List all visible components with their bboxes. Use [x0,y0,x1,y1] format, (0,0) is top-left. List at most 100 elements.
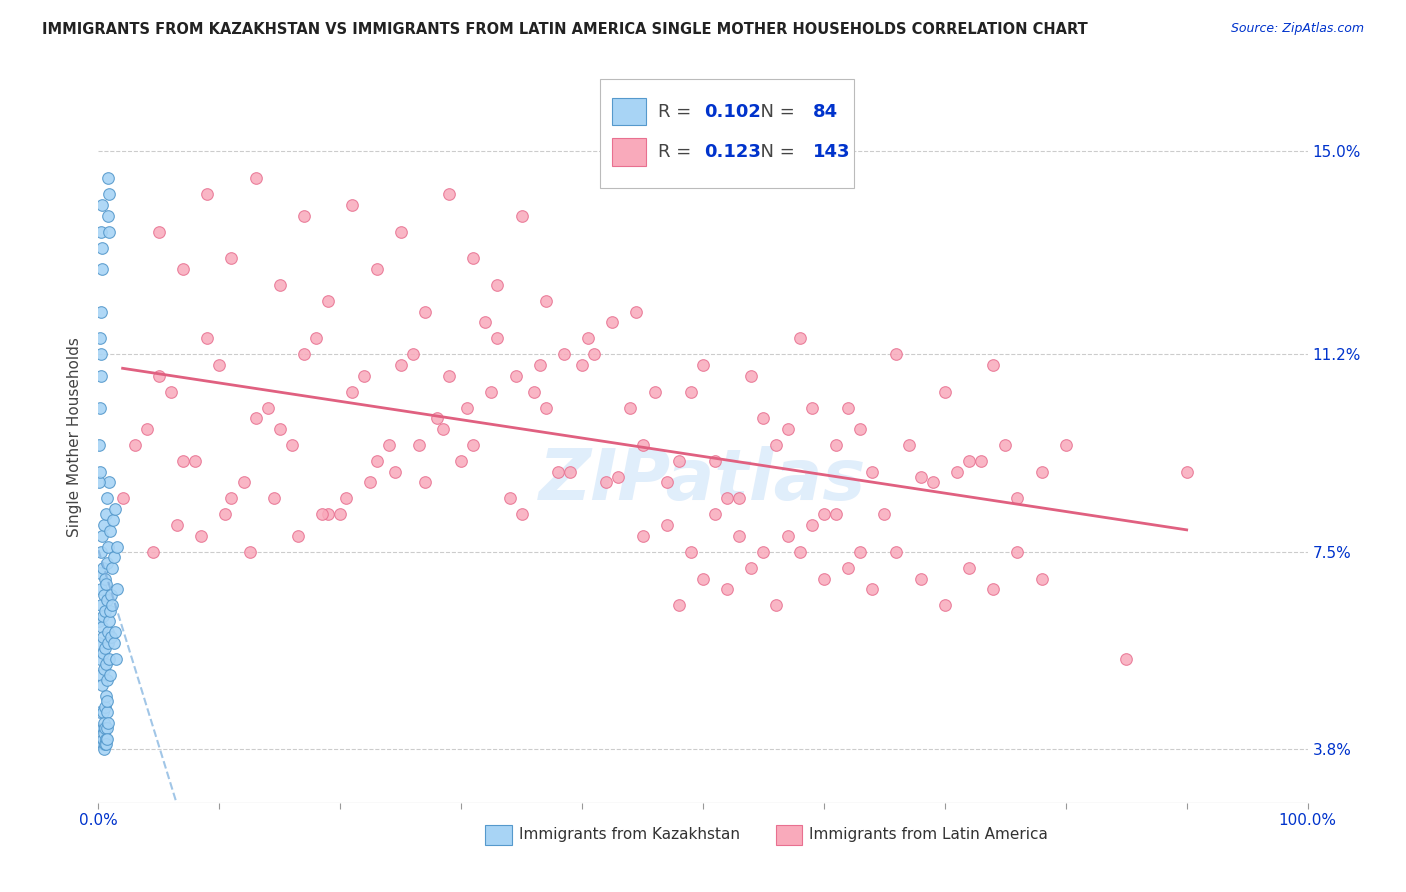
Point [752,411,775,425]
Text: IMMIGRANTS FROM KAZAKHSTAN VS IMMIGRANTS FROM LATIN AMERICA SINGLE MOTHER HOUSEH: IMMIGRANTS FROM KAZAKHSTAN VS IMMIGRANTS… [42,22,1088,37]
Text: Source: ZipAtlas.com: Source: ZipAtlas.com [1230,22,1364,36]
Point [692,572,714,586]
Point [668,599,690,613]
Point [96,721,118,735]
Point [90,261,112,276]
Point [93,646,115,660]
Point [957,561,980,575]
Point [389,225,412,239]
Text: 84: 84 [813,103,838,120]
Point [825,508,848,522]
Point [91,737,114,751]
Point [160,384,183,399]
Point [100,588,122,602]
Point [93,742,115,756]
Point [946,465,969,479]
Point [432,422,454,436]
Point [96,491,118,506]
Point [104,624,127,639]
Point [1031,465,1053,479]
Text: ZIPatlas: ZIPatlas [540,447,866,516]
Point [595,475,617,490]
Point [329,508,352,522]
Point [813,572,835,586]
Point [547,465,569,479]
Text: 143: 143 [813,143,851,161]
Bar [613,98,647,126]
Point [342,198,364,212]
Point [311,508,333,522]
Point [90,347,112,361]
Point [1007,491,1029,506]
Point [897,438,920,452]
Point [245,411,267,425]
Point [800,401,823,415]
Point [305,331,328,345]
Point [101,599,124,613]
Point [389,358,412,372]
Point [644,384,666,399]
Point [184,454,207,468]
Point [1007,545,1029,559]
Point [353,368,375,383]
Point [292,347,315,361]
Point [89,651,111,665]
Point [94,731,117,746]
Point [486,277,509,292]
Point [837,561,859,575]
Point [100,561,122,575]
Point [96,593,118,607]
Point [93,737,115,751]
Point [474,315,496,329]
Point [1115,651,1137,665]
Point [426,411,449,425]
Point [98,524,121,538]
Point [90,667,112,681]
Point [90,678,112,692]
Point [208,358,231,372]
Point [89,401,111,415]
Point [619,401,641,415]
Point [104,651,127,665]
Point [89,475,111,490]
Point [96,731,118,746]
Text: 0.102: 0.102 [704,103,761,120]
Point [214,508,236,522]
Point [377,438,399,452]
Point [97,635,120,649]
Point [94,577,117,591]
Point [91,241,114,255]
Point [93,662,115,676]
Point [716,491,738,506]
Point [366,261,388,276]
Point [450,454,472,468]
Point [534,401,557,415]
Point [105,540,128,554]
Point [172,261,194,276]
Point [221,251,243,265]
Point [172,454,194,468]
Point [89,465,111,479]
Point [957,454,980,468]
Point [98,651,121,665]
Point [190,529,212,543]
FancyBboxPatch shape [600,78,855,188]
Point [97,540,120,554]
Point [89,705,111,719]
Point [269,422,291,436]
Point [94,721,117,735]
Point [704,454,727,468]
Point [94,699,117,714]
Point [981,358,1004,372]
Point [510,209,533,223]
Point [96,694,118,708]
Point [655,475,678,490]
Point [239,545,262,559]
Point [849,422,872,436]
Point [910,470,932,484]
Point [505,368,527,383]
Point [96,737,118,751]
Point [245,171,267,186]
Point [91,619,114,633]
Point [789,331,811,345]
